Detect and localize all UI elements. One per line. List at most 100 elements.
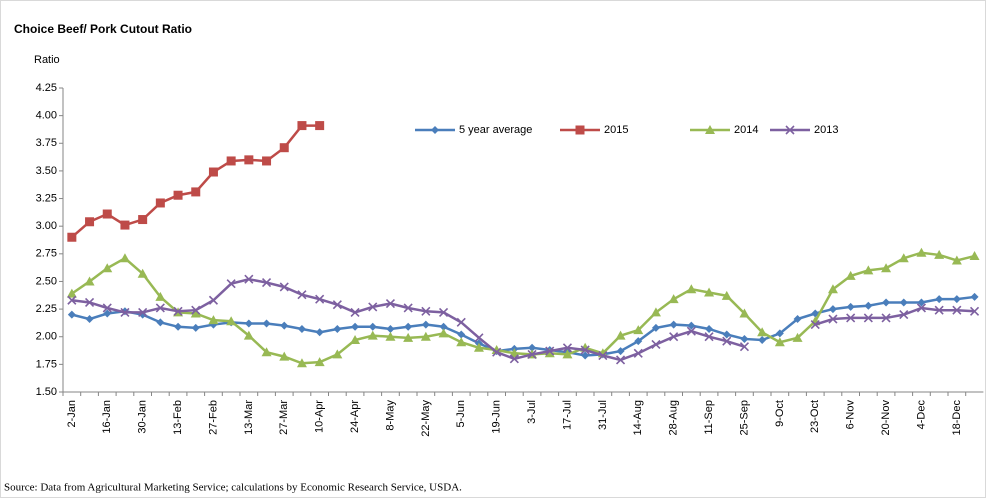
data-point	[810, 320, 820, 330]
data-point	[668, 294, 679, 304]
x-tick-label: 31-Jul	[597, 400, 609, 430]
x-tick-label: 27-Feb	[207, 400, 219, 435]
data-point	[297, 121, 307, 131]
data-point	[686, 326, 696, 336]
x-tick-label: 20-Nov	[880, 400, 892, 436]
data-point	[155, 198, 165, 208]
series-line	[71, 295, 975, 357]
data-point	[740, 334, 749, 343]
x-tick-label: 30-Jan	[137, 400, 149, 434]
x-tick-label: 18-Dec	[951, 400, 963, 436]
x-tick-label: 11-Sep	[703, 400, 715, 435]
data-point	[351, 322, 360, 331]
data-point	[775, 329, 784, 338]
data-point	[138, 215, 148, 225]
data-point	[669, 332, 679, 342]
y-tick-label: 2.75	[36, 248, 57, 260]
data-point	[173, 190, 183, 200]
x-tick-label: 28-Aug	[668, 400, 680, 435]
data-point	[650, 307, 661, 317]
x-tick-label: 9-Oct	[774, 400, 786, 427]
data-point	[137, 268, 148, 278]
data-point	[722, 336, 732, 346]
data-point	[509, 354, 519, 364]
legend-marker	[575, 125, 585, 135]
data-point	[669, 320, 678, 329]
x-tick-label: 14-Aug	[632, 400, 644, 435]
data-point	[474, 333, 484, 343]
x-tick-label: 2-Jan	[66, 400, 78, 428]
legend-marker	[431, 126, 439, 134]
y-axis-label: Ratio	[34, 54, 60, 66]
data-point	[845, 270, 856, 280]
data-point	[492, 347, 502, 357]
y-tick-label: 3.00	[36, 220, 57, 232]
data-point	[67, 310, 76, 319]
x-tick-label: 13-Feb	[172, 400, 184, 435]
data-point	[899, 298, 908, 307]
x-tick-label: 16-Jan	[101, 400, 113, 434]
data-point	[562, 349, 573, 359]
data-point	[368, 302, 378, 312]
data-point	[208, 295, 219, 305]
data-point	[633, 348, 643, 358]
x-tick-label: 27-Mar	[278, 400, 290, 435]
data-point	[244, 274, 254, 284]
legend-label: 2015	[604, 124, 628, 136]
data-point	[509, 348, 520, 358]
data-point	[439, 322, 448, 331]
x-tick-label: 17-Jul	[561, 400, 573, 430]
data-point	[721, 290, 732, 300]
data-point	[155, 291, 166, 301]
data-point	[190, 308, 201, 318]
data-point	[969, 251, 980, 261]
data-point	[581, 351, 590, 360]
data-point	[84, 297, 95, 308]
y-tick-label: 2.25	[36, 303, 57, 315]
source-note: Source: Data from Agricultural Marketing…	[4, 482, 462, 494]
data-point	[174, 322, 183, 331]
data-point	[616, 347, 625, 356]
legend-label: 2013	[814, 124, 838, 136]
y-tick-label: 1.50	[36, 386, 57, 398]
data-point	[899, 310, 909, 320]
data-point	[686, 284, 697, 294]
x-tick-label: 10-Apr	[314, 400, 326, 433]
x-tick-label: 5-Jun	[455, 400, 467, 428]
data-point	[598, 350, 608, 361]
legend-marker	[785, 125, 795, 135]
legend-label: 2014	[734, 124, 758, 136]
data-point	[315, 328, 324, 337]
x-tick-label: 3-Jul	[526, 400, 538, 424]
data-point	[420, 331, 431, 341]
chart-title: Choice Beef/ Pork Cutout Ratio	[14, 22, 192, 36]
data-point	[138, 307, 148, 317]
data-point	[917, 298, 926, 307]
data-point	[615, 355, 626, 365]
data-point	[119, 253, 130, 263]
data-point	[846, 313, 856, 323]
y-tick-label: 1.75	[36, 358, 57, 370]
data-point	[421, 320, 430, 329]
data-point	[385, 298, 396, 309]
data-point	[85, 315, 94, 324]
data-point	[634, 337, 643, 346]
data-point	[261, 277, 272, 288]
data-point	[173, 306, 183, 316]
data-point	[67, 295, 77, 305]
data-point	[67, 232, 77, 242]
y-tick-label: 3.25	[36, 192, 57, 204]
data-point	[279, 143, 289, 153]
data-point	[297, 324, 306, 333]
data-point	[156, 318, 165, 327]
data-point	[226, 156, 236, 166]
data-point	[456, 317, 466, 327]
x-tick-label: 13-Mar	[243, 400, 255, 435]
data-point	[438, 328, 449, 338]
data-point	[757, 327, 768, 337]
data-point	[296, 358, 307, 368]
data-point	[208, 167, 218, 177]
data-point	[367, 330, 378, 340]
data-point	[633, 325, 644, 335]
